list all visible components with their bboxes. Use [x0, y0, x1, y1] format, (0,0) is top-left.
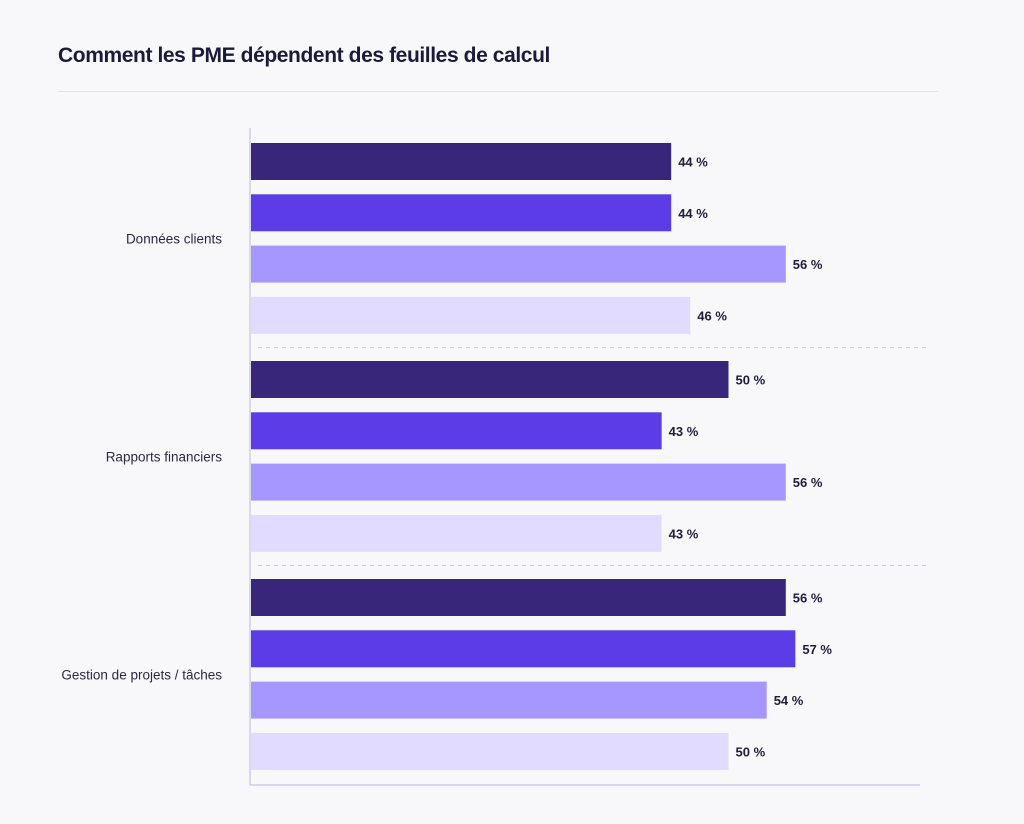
data-label: 56 % [793, 591, 823, 606]
bar [251, 194, 672, 232]
data-label: 50 % [736, 744, 766, 759]
bar [251, 361, 729, 398]
bar [251, 681, 767, 719]
data-label: 56 % [793, 475, 823, 490]
data-label: 54 % [774, 693, 804, 708]
data-label: 57 % [802, 642, 832, 657]
bar [251, 514, 662, 552]
data-label: 56 % [793, 257, 823, 272]
chart-title: Comment les PME dépendent des feuilles d… [58, 44, 550, 67]
bar [251, 463, 786, 501]
category-label: Rapports financiers [106, 449, 223, 464]
bar [251, 296, 691, 334]
data-label: 44 % [678, 155, 708, 170]
title-divider [58, 91, 938, 92]
category-label: Gestion de projets / tâches [61, 667, 222, 682]
data-label: 46 % [697, 308, 727, 323]
data-label: 43 % [669, 424, 699, 439]
data-label: 50 % [736, 373, 766, 388]
bar [251, 630, 796, 668]
data-label: 44 % [678, 206, 708, 221]
bar [251, 412, 662, 450]
bar [251, 245, 786, 283]
category-label: Données clients [126, 231, 222, 246]
data-label: 43 % [669, 526, 699, 541]
bar [251, 579, 786, 616]
bar [251, 143, 672, 180]
bar [251, 732, 729, 770]
